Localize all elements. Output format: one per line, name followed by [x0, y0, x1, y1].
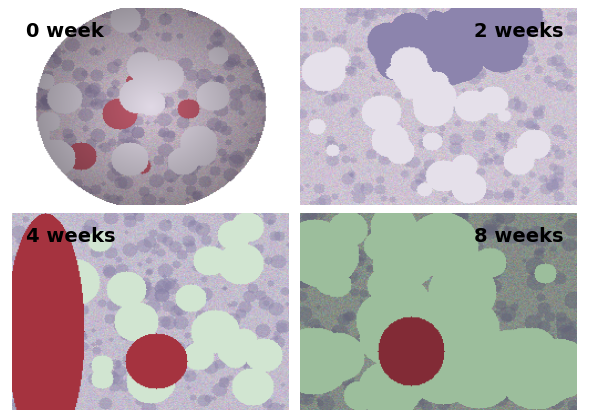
Text: 2 weeks: 2 weeks [474, 22, 563, 41]
Text: 4 weeks: 4 weeks [26, 227, 115, 246]
Text: 0 week: 0 week [26, 22, 104, 41]
Text: 8 weeks: 8 weeks [474, 227, 563, 246]
